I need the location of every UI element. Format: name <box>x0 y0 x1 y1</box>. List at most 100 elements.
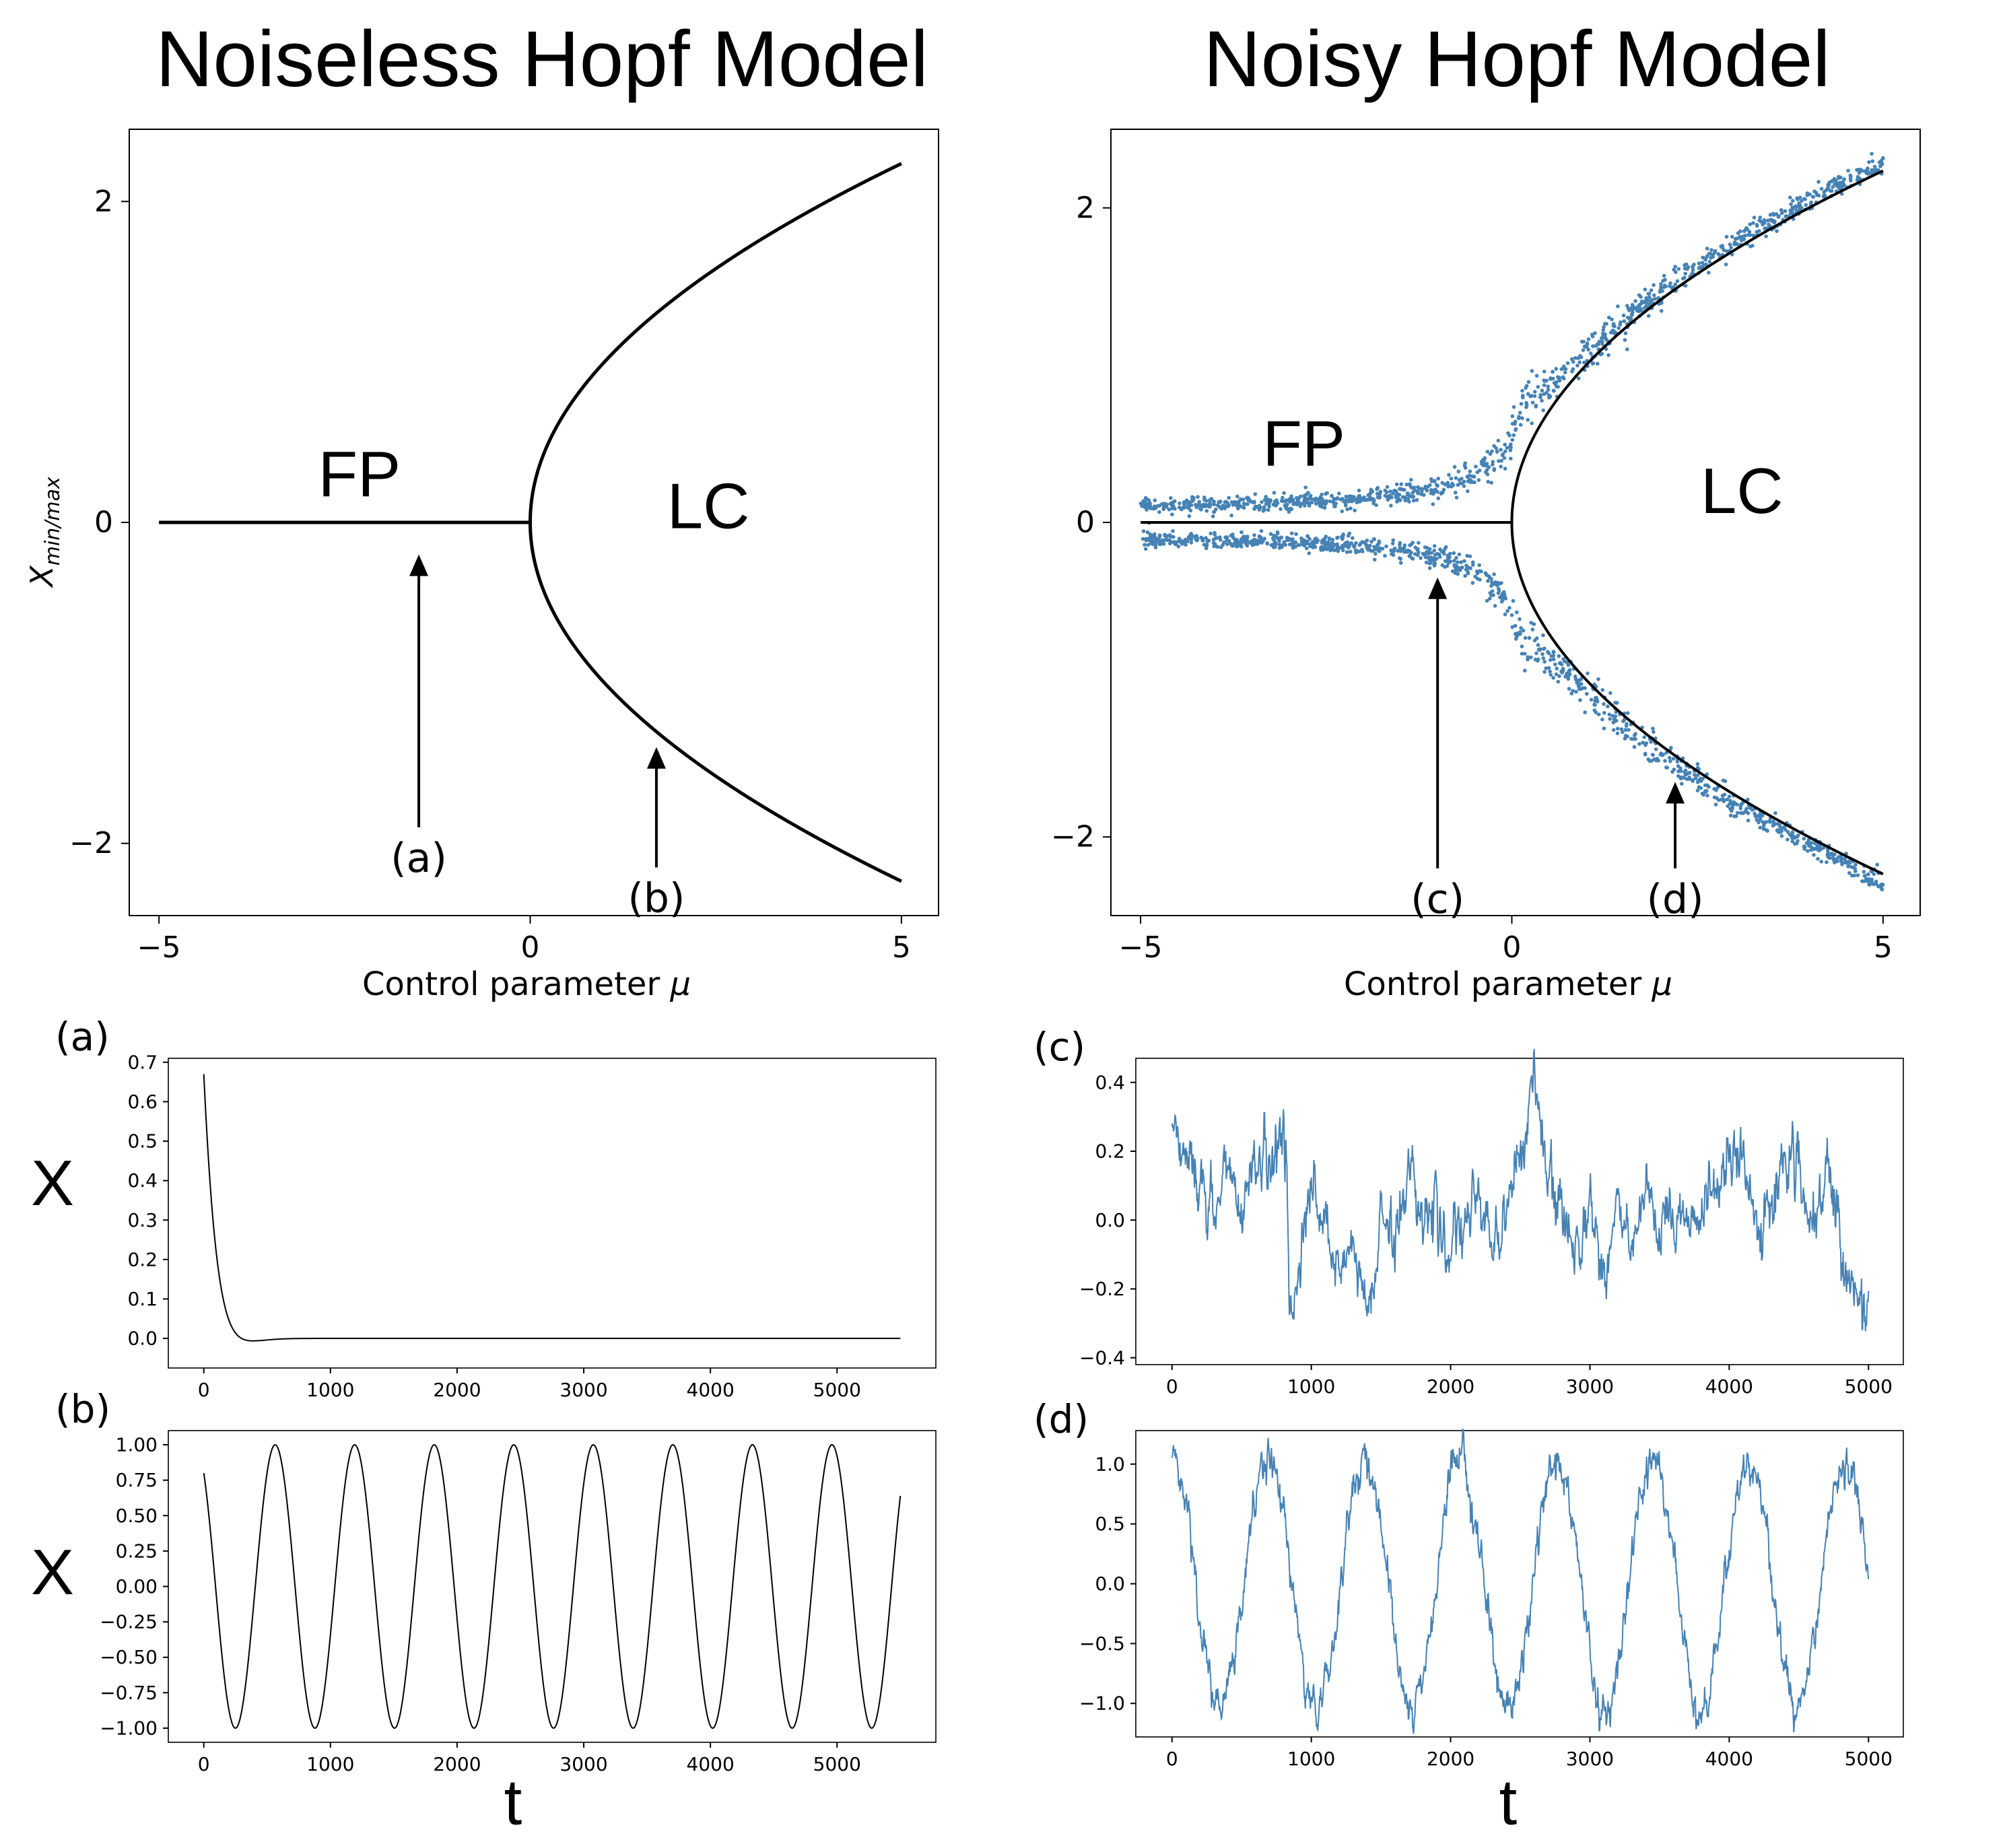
noisy-extremum-point <box>1468 469 1472 473</box>
noisy-extremum-point <box>1648 299 1653 304</box>
noisy-extremum-point <box>1445 564 1450 568</box>
noisy-extremum-point <box>1867 160 1871 164</box>
noisy-extremum-point <box>1456 483 1460 487</box>
noisy-extremum-point <box>1755 230 1759 234</box>
noisy-extremum-point <box>1870 151 1874 156</box>
noisy-extremum-point <box>1513 623 1518 628</box>
noisy-extremum-point <box>1376 541 1381 546</box>
noisy-extremum-point <box>1369 487 1373 492</box>
noisy-extremum-point <box>1242 502 1246 506</box>
noisy-extremum-point <box>1303 495 1307 500</box>
noisy-extremum-point <box>1468 554 1472 559</box>
noisy-extremum-point <box>1204 543 1209 547</box>
noisy-extremum-point <box>1398 541 1402 545</box>
noisy-extremum-point <box>1502 596 1507 600</box>
noisy-extremum-point <box>1357 488 1361 493</box>
noisy-extremum-point <box>1520 644 1524 648</box>
noisy-extremum-point <box>1659 751 1664 755</box>
noisy-extremum-point <box>1668 281 1672 285</box>
noisy-extremum-point <box>1246 498 1251 503</box>
noisy-extremum-point <box>1361 498 1365 502</box>
noisy-extremum-point <box>1574 689 1578 694</box>
noisy-extremum-point <box>1611 728 1616 732</box>
noisy-extremum-point <box>1538 392 1543 397</box>
noisy-extremum-point <box>1868 883 1872 887</box>
noisy-extremum-point <box>1664 751 1668 755</box>
noisy-extremum-point <box>1540 388 1544 392</box>
noisy-extremum-point <box>1724 234 1729 239</box>
noisy-extremum-point <box>1675 759 1680 764</box>
noisy-extremum-point <box>1676 267 1681 271</box>
noisy-extremum-point <box>1487 574 1491 579</box>
noisy-extremum-point <box>1143 543 1147 547</box>
noisy-extremum-point <box>1843 856 1847 861</box>
noisy-extremum-point <box>1218 500 1222 504</box>
noisy-extremum-point <box>1483 456 1487 460</box>
noisy-extremum-point <box>1673 265 1677 269</box>
noisy-extremum-point <box>1260 500 1264 504</box>
y-tick-label: −0.75 <box>100 1682 158 1704</box>
noisy-extremum-point <box>1601 333 1605 338</box>
noisy-extremum-point <box>1602 322 1607 326</box>
noisy-extremum-point <box>1852 873 1856 878</box>
noisy-extremum-point <box>1695 773 1700 778</box>
x-tick-label: 1000 <box>1287 1375 1335 1398</box>
noisy-extremum-point <box>1389 504 1393 508</box>
noisy-extremum-point <box>1259 529 1264 533</box>
noisy-extremum-point <box>1555 380 1559 384</box>
noisy-extremum-point <box>1795 209 1800 213</box>
noisy-extremum-point <box>1826 186 1830 191</box>
noisy-extremum-point <box>1198 502 1202 507</box>
noisy-extremum-point <box>1433 479 1437 483</box>
noisy-extremum-point <box>1524 403 1529 407</box>
noisy-extremum-point <box>1323 543 1327 548</box>
noisy-extremum-point <box>1746 797 1750 802</box>
noisy-extremum-point <box>1144 547 1148 551</box>
noisy-extremum-point <box>1536 384 1540 389</box>
noisy-extremum-point <box>1644 741 1649 745</box>
noisy-extremum-point <box>1204 546 1209 551</box>
noisy-extremum-point <box>1583 344 1587 349</box>
limit-cycle-upper-branch <box>1510 169 1884 522</box>
noisy-extremum-point <box>1579 339 1584 344</box>
noisy-extremum-point <box>1398 561 1403 565</box>
noisy-extremum-point <box>1171 506 1176 510</box>
noisy-extremum-point <box>1682 776 1686 780</box>
noisy-extremum-point <box>1150 538 1154 542</box>
noisy-extremum-point <box>1555 384 1559 388</box>
noisy-extremum-point <box>1542 370 1547 374</box>
noisy-extremum-point <box>1679 769 1683 774</box>
noisy-extremum-point <box>1826 854 1830 859</box>
y-tick-label: 0 <box>1076 506 1095 540</box>
limit-cycle-lower-branch <box>1510 522 1884 876</box>
noisy-extremum-point <box>1226 504 1231 508</box>
noisy-extremum-point <box>1751 244 1755 248</box>
x-tick-label: 4000 <box>1705 1748 1753 1770</box>
noisy-extremum-point <box>1388 489 1392 493</box>
noisy-extremum-point <box>1629 312 1634 316</box>
x-tick-label: 5 <box>1874 930 1893 965</box>
noisy-extremum-point <box>1189 503 1194 508</box>
noisy-extremum-point <box>1578 353 1582 358</box>
noisy-extremum-point <box>1397 556 1402 560</box>
noisy-extremum-point <box>1517 632 1521 636</box>
noisy-extremum-point <box>1328 499 1332 504</box>
noisy-extremum-point <box>1167 538 1171 542</box>
noisy-extremum-point <box>1280 545 1284 549</box>
noisy-extremum-point <box>1730 809 1734 813</box>
noisy-extremum-point <box>1551 657 1556 662</box>
noisy-extremum-point <box>1841 182 1846 186</box>
noisy-extremum-point <box>1499 458 1503 463</box>
noisy-extremum-point <box>1373 557 1377 562</box>
noisy-extremum-point <box>1427 550 1431 555</box>
noisy-extremum-point <box>1862 879 1866 883</box>
noisy-extremum-point <box>1551 650 1556 654</box>
series-line <box>1171 1428 1870 1734</box>
noisy-extremum-point <box>1805 191 1810 195</box>
noisy-extremum-point <box>1354 550 1358 555</box>
noisy-extremum-point <box>1563 367 1568 371</box>
noisy-extremum-point <box>1643 751 1647 756</box>
timeseries-a-chart: (a) X 0 1000 2000 3000 4000 50000.00.10.20.30… <box>31 1014 937 1401</box>
noisy-extremum-point <box>1652 730 1656 734</box>
plot-frame <box>1135 1058 1904 1365</box>
